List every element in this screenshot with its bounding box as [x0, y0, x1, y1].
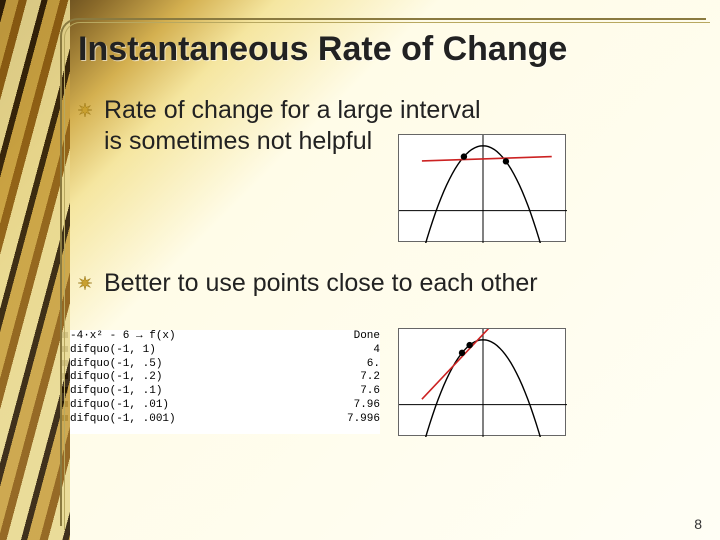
slide-title: Instantaneous Rate of Change [78, 30, 700, 69]
bullet-text: Better to use points close to each other [104, 268, 538, 299]
bullet-text: Rate of change for a large interval is s… [104, 95, 498, 158]
starburst-icon [78, 276, 92, 290]
slide-content: Instantaneous Rate of Change Rate of cha… [78, 30, 700, 520]
bullet-item: Better to use points close to each other [78, 268, 700, 299]
starburst-icon [78, 103, 92, 117]
bullet-item: Rate of change for a large interval is s… [78, 95, 498, 158]
page-number: 8 [694, 516, 702, 532]
